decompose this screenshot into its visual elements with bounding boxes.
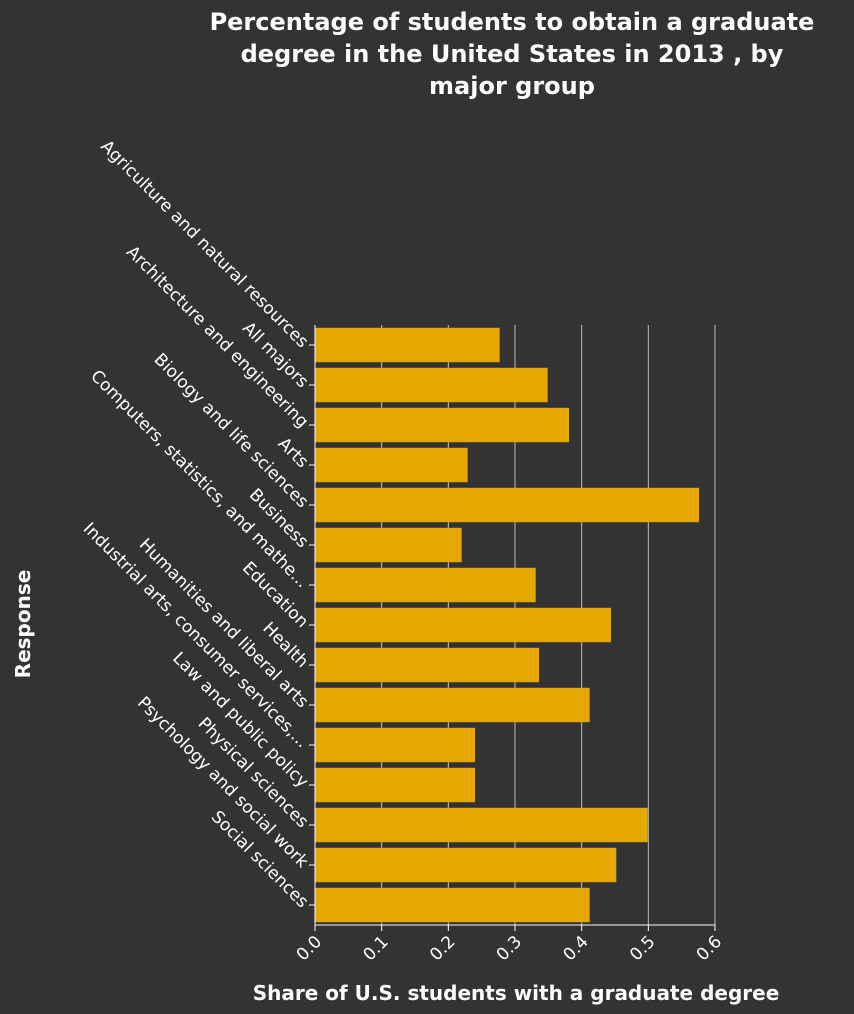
bar [315,527,462,563]
y-axis-title: Response [11,570,35,679]
bar [315,407,569,443]
bar [315,807,648,843]
x-tick-label: 0.4 [559,932,592,965]
chart-bars [315,327,699,923]
x-tick-label: 0.5 [626,932,659,965]
chart-title-line: Percentage of students to obtain a gradu… [210,8,815,36]
chart-title: Percentage of students to obtain a gradu… [210,8,815,100]
bar [315,647,539,683]
bar [315,847,617,883]
x-axis-title: Share of U.S. students with a graduate d… [253,981,780,1005]
bar [315,727,475,763]
x-axis: 0.0 0.1 0.2 0.3 0.4 0.5 0.6 [293,924,726,965]
bar [315,327,500,363]
bar [315,367,548,403]
bar [315,567,536,603]
bar [315,767,475,803]
bar [315,607,611,643]
bar [315,447,468,483]
x-tick-label: 0.6 [693,932,726,965]
x-tick-label: 0.0 [293,932,326,965]
bar [315,687,590,723]
x-tick-label: 0.3 [493,932,526,965]
chart-title-line: major group [429,72,595,100]
bar [315,487,699,523]
x-tick-label: 0.2 [426,932,459,965]
bar [315,887,590,923]
chart-title-line: degree in the United States in 2013 , by [241,40,784,68]
x-tick-label: 0.1 [359,932,392,965]
